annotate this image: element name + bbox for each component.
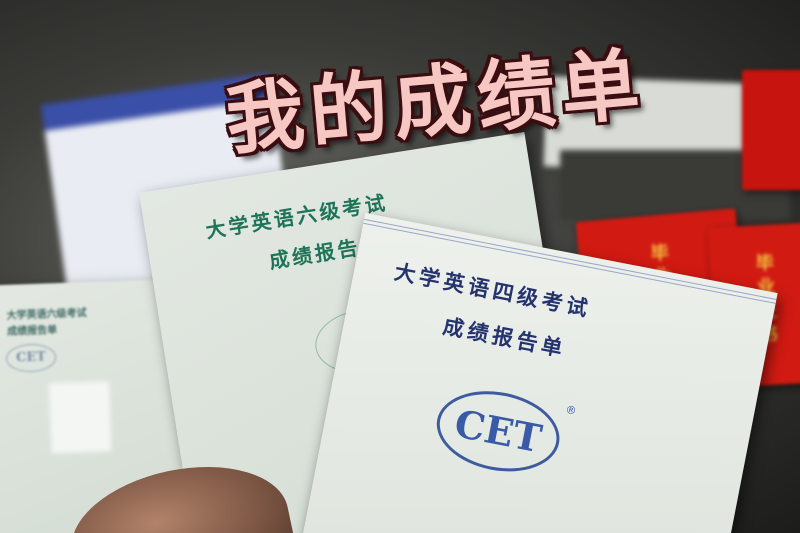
card-title-line2: 成绩报告单 — [6, 325, 58, 338]
red-certificate-book — [742, 70, 800, 190]
registered-mark: ® — [564, 402, 578, 418]
card-title-line1: 大学英语六级考试 — [6, 308, 87, 322]
card-title-line2: 成绩报告单 — [440, 313, 569, 362]
card-title-line1: 大学英语四级考试 — [392, 258, 594, 322]
cet-logo: CET — [5, 343, 57, 373]
photo-box — [48, 381, 112, 454]
cet-logo: CET — [429, 381, 567, 482]
